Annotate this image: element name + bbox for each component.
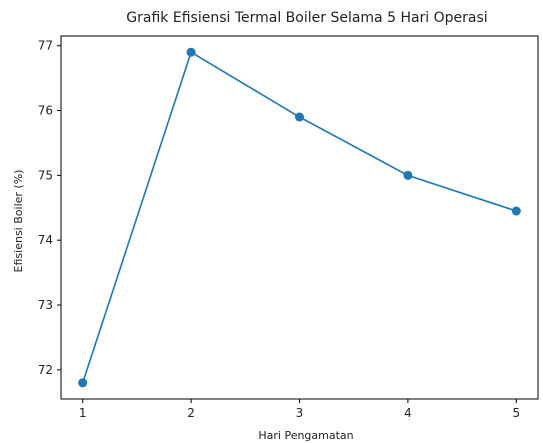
x-tick-label: 3 xyxy=(296,406,304,420)
x-tick-label: 1 xyxy=(79,406,87,420)
y-tick-label: 75 xyxy=(38,168,53,182)
y-tick-label: 74 xyxy=(38,233,53,247)
data-point xyxy=(78,378,88,388)
data-point xyxy=(403,170,413,180)
y-tick-label: 72 xyxy=(38,363,53,377)
data-point xyxy=(295,112,304,122)
x-axis: 1 2 3 4 5 xyxy=(79,399,520,420)
plot-area-frame xyxy=(60,35,539,400)
x-tick-label: 4 xyxy=(404,406,412,420)
y-axis: 72 73 74 75 76 77 xyxy=(38,39,61,377)
series-markers xyxy=(78,47,521,388)
y-axis-label: Efisiensi Boiler (%) xyxy=(12,170,25,273)
y-tick-label: 76 xyxy=(38,104,53,118)
x-tick-label: 5 xyxy=(512,406,520,420)
x-axis-label: Hari Pengamatan xyxy=(258,429,353,442)
y-tick-label: 73 xyxy=(38,298,53,312)
data-point xyxy=(186,47,196,57)
data-point xyxy=(511,206,521,216)
series-line xyxy=(81,50,517,384)
y-tick-label: 77 xyxy=(38,39,53,53)
chart-title: Grafik Efisiensi Termal Boiler Selama 5 … xyxy=(126,10,487,26)
x-tick-label: 2 xyxy=(187,406,195,420)
